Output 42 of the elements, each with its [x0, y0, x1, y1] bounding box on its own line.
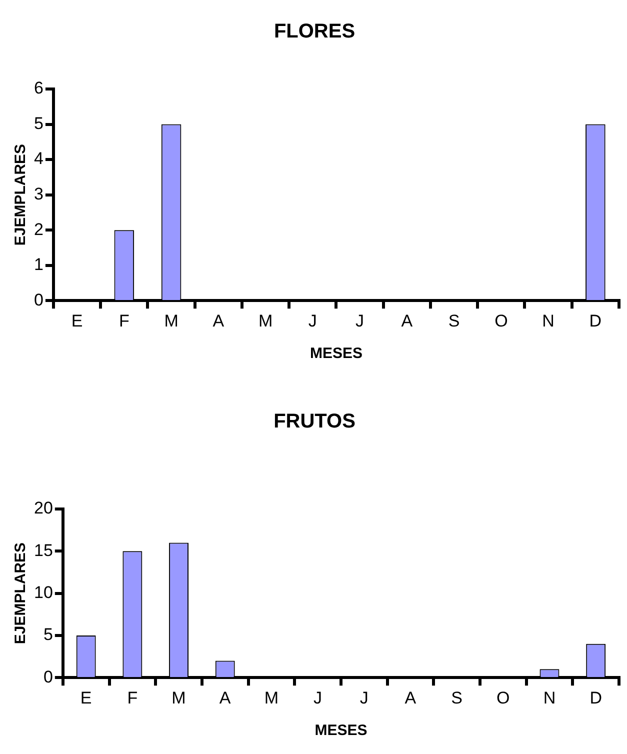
y-tick-label: 2 [34, 220, 44, 239]
x-tick-label: E [71, 311, 83, 330]
y-tick-label: 0 [43, 667, 53, 686]
y-tick-label: 15 [34, 540, 53, 560]
y-tick-label: 1 [34, 255, 44, 274]
y-tick-label: 6 [34, 78, 44, 98]
y-axis-title: EJEMPLARES [12, 144, 30, 246]
y-tick-label: 20 [34, 498, 53, 518]
y-axis-title: EJEMPLARES [12, 542, 30, 644]
x-tick-label: M [172, 688, 186, 708]
x-tick-label: N [542, 311, 554, 330]
x-tick-label: A [401, 311, 414, 330]
chart-title: FLORES [274, 20, 356, 43]
x-tick-label: J [308, 311, 317, 330]
x-tick-label: D [589, 311, 602, 330]
x-tick-label: S [448, 311, 460, 330]
x-tick-label: F [127, 688, 138, 708]
x-tick-label: S [451, 688, 462, 708]
x-tick-label: M [164, 311, 178, 330]
y-tick-label: 5 [43, 625, 53, 644]
x-tick-label: O [496, 688, 510, 708]
x-tick-label: M [258, 311, 273, 330]
x-tick-label: J [356, 311, 364, 330]
x-tick-label: J [314, 688, 322, 708]
x-tick-label: A [219, 688, 232, 708]
y-tick-label: 3 [34, 184, 44, 204]
x-tick-label: D [590, 688, 602, 708]
x-tick-label: E [80, 688, 92, 708]
chart-title: FRUTOS [274, 410, 356, 433]
x-tick-label: N [543, 688, 556, 708]
x-tick-label: A [404, 688, 417, 708]
y-tick-label: 4 [34, 149, 44, 168]
x-axis-title: MESES [314, 722, 368, 740]
x-axis-title: MESES [310, 345, 362, 362]
x-tick-label: A [212, 311, 225, 330]
y-tick-label: 10 [34, 582, 53, 602]
x-tick-label: M [264, 688, 279, 708]
x-tick-label: F [118, 311, 130, 330]
y-tick-label: 5 [34, 114, 44, 133]
x-tick-label: O [494, 311, 508, 330]
y-tick-label: 0 [34, 290, 44, 310]
x-tick-label: J [360, 688, 368, 708]
